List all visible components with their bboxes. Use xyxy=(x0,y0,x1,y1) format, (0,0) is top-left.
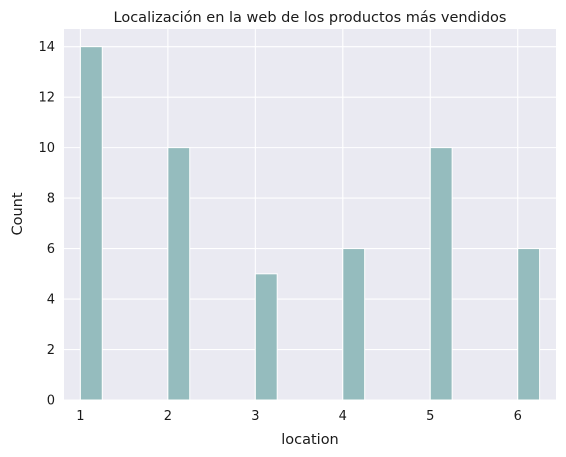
y-tick-label: 6 xyxy=(47,242,55,257)
bar xyxy=(342,248,366,401)
y-tick-label: 0 xyxy=(47,394,55,409)
y-tick-label: 4 xyxy=(47,293,55,308)
x-ticks: 1 2 3 4 5 6 xyxy=(76,409,522,424)
bar xyxy=(429,147,453,401)
x-tick-label: 1 xyxy=(76,409,84,424)
y-tick-label: 8 xyxy=(47,192,55,207)
y-tick-label: 14 xyxy=(38,40,55,55)
chart-title: Localización en la web de los productos … xyxy=(114,10,507,26)
x-tick-label: 6 xyxy=(514,409,522,424)
x-tick-label: 5 xyxy=(426,409,434,424)
bar xyxy=(167,147,191,401)
bars-group xyxy=(79,46,541,401)
plot-background xyxy=(64,29,556,400)
x-tick-label: 2 xyxy=(164,409,172,424)
y-ticks: 0 2 4 6 8 10 12 14 xyxy=(38,40,55,408)
y-tick-label: 10 xyxy=(38,141,55,156)
x-tick-label: 3 xyxy=(251,409,259,424)
x-tick-label: 4 xyxy=(339,409,347,424)
y-tick-label: 2 xyxy=(47,343,55,358)
bar xyxy=(517,248,541,401)
bar xyxy=(79,46,103,401)
bar xyxy=(254,273,278,401)
x-axis-label: location xyxy=(281,432,339,448)
y-axis-label: Count xyxy=(10,192,26,235)
y-tick-label: 12 xyxy=(38,91,55,106)
